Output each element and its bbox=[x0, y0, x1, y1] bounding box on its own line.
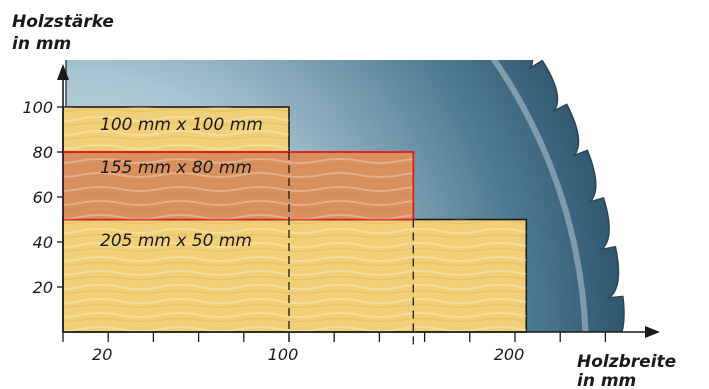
board-3: 205 mm x 50 mm bbox=[62, 218, 528, 333]
board-2-outline bbox=[63, 151, 415, 220]
board-1-label: 100 mm x 100 mm bbox=[100, 115, 263, 135]
board-1: 100 mm x 100 mm bbox=[62, 106, 290, 153]
y-axis-title-line2: in mm bbox=[12, 34, 71, 54]
boards: 205 mm x 50 mm 155 mm x 80 mm 100 mm x 100… bbox=[62, 106, 528, 333]
x-axis-title-line2: in mm bbox=[577, 371, 636, 389]
board-2: 155 mm x 80 mm bbox=[62, 151, 415, 221]
y-tick-label-20: 20 bbox=[33, 278, 53, 297]
board-1-grain bbox=[63, 107, 289, 152]
y-tick-label-100: 100 bbox=[22, 98, 53, 117]
x-axis-title-line1: Holzbreite bbox=[577, 352, 676, 372]
axes bbox=[57, 64, 660, 338]
y-tick-label-80: 80 bbox=[33, 143, 53, 162]
x-tick-label-20: 20 bbox=[92, 345, 112, 364]
board-2-grain bbox=[63, 152, 414, 220]
board-3-grain bbox=[63, 219, 527, 332]
y-tick-label-60: 60 bbox=[33, 188, 53, 207]
ticks: 20 100 200 20 40 60 80 100 bbox=[22, 98, 607, 364]
x-tick-label-100: 100 bbox=[268, 345, 299, 364]
board-2-label: 155 mm x 80 mm bbox=[100, 158, 252, 178]
y-tick-label-40: 40 bbox=[33, 233, 53, 252]
y-axis-title-line1: Holzstärke bbox=[12, 12, 114, 32]
board-3-label: 205 mm x 50 mm bbox=[100, 231, 252, 251]
dashed-guides bbox=[288, 152, 414, 346]
x-tick-label-200: 200 bbox=[494, 345, 525, 364]
